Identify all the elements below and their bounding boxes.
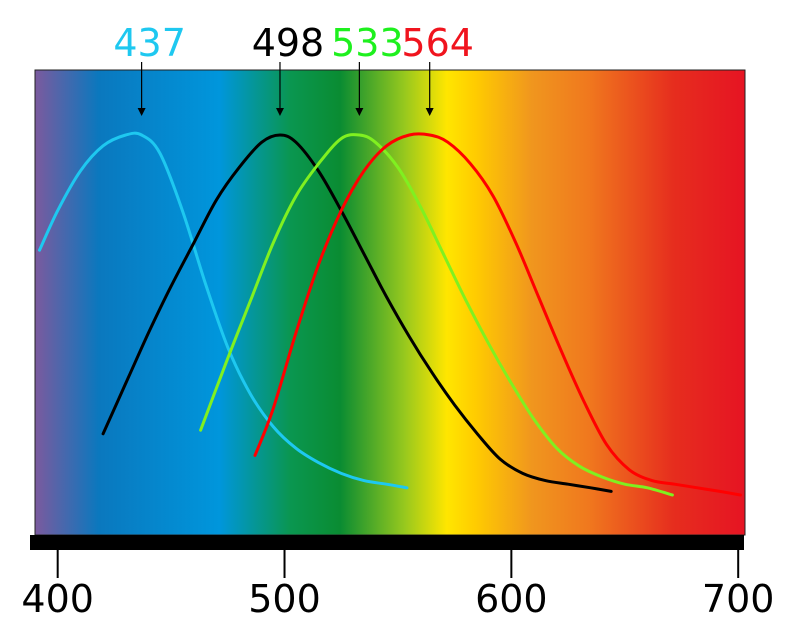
curve-533	[199, 133, 674, 497]
x-tick-label-400: 400	[21, 577, 94, 621]
x-tick-label-700: 700	[702, 577, 775, 621]
peak-label-498: 498	[252, 21, 325, 65]
x-tick-label-500: 500	[248, 577, 321, 621]
curve-564	[253, 132, 742, 497]
peak-label-564: 564	[401, 21, 474, 65]
x-tick-label-600: 600	[475, 577, 548, 621]
sensitivity-curves	[38, 131, 742, 497]
peak-arrows	[137, 62, 434, 116]
curve-437	[38, 131, 409, 490]
curve-498	[101, 133, 613, 493]
x-axis-bar	[30, 535, 744, 550]
peak-label-437: 437	[113, 21, 186, 65]
x-axis-ticks: 400 500 600 700	[21, 550, 774, 621]
peak-label-533: 533	[331, 21, 404, 65]
